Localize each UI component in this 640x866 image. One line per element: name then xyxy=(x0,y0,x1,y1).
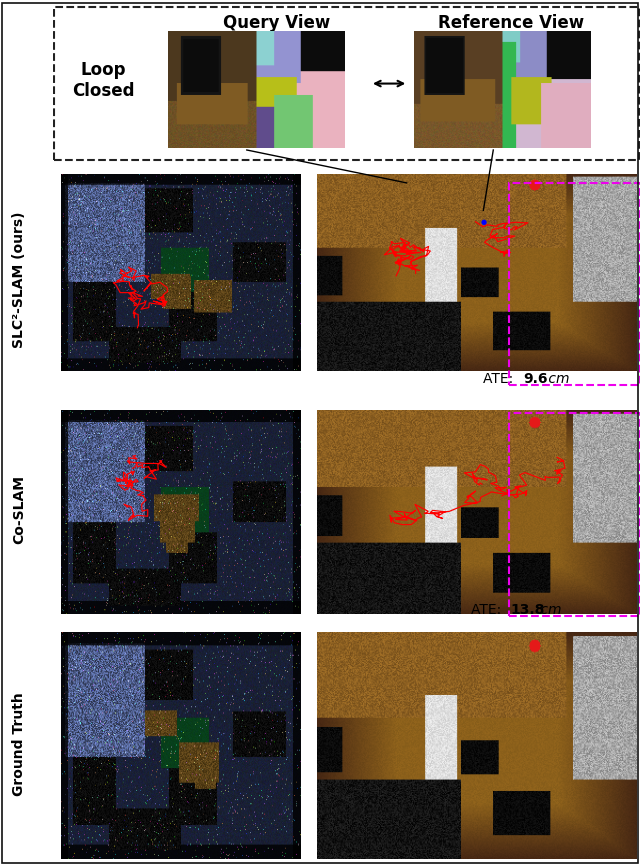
Text: Loop
Closed: Loop Closed xyxy=(72,61,134,100)
Text: SLC²-SLAM (ours): SLC²-SLAM (ours) xyxy=(12,211,26,347)
Text: cm: cm xyxy=(536,604,561,617)
Text: ATE:: ATE: xyxy=(483,372,518,386)
Text: ●: ● xyxy=(480,219,486,225)
Text: cm: cm xyxy=(544,372,570,386)
Text: Ground Truth: Ground Truth xyxy=(12,693,26,796)
Text: ATE:: ATE: xyxy=(470,604,505,617)
Text: 9.6: 9.6 xyxy=(523,372,548,386)
Text: Co-SLAM: Co-SLAM xyxy=(12,475,26,544)
Text: 13.8: 13.8 xyxy=(510,604,545,617)
Text: Query View: Query View xyxy=(223,14,330,32)
Text: Reference View: Reference View xyxy=(438,14,584,32)
